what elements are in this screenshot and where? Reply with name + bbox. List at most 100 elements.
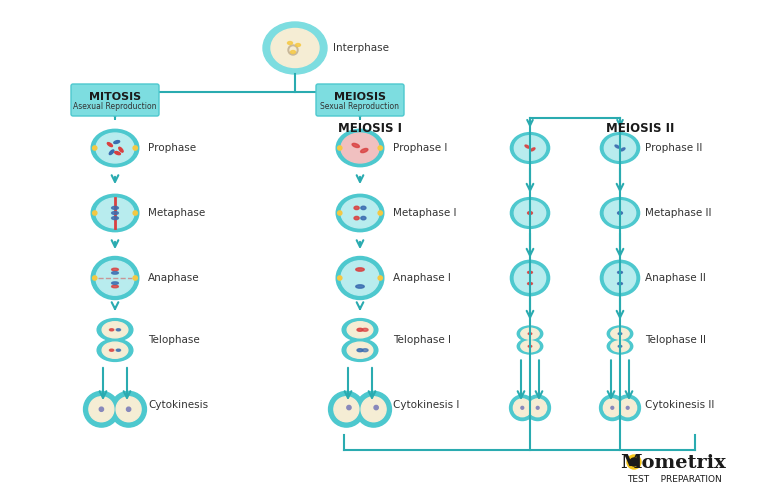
Ellipse shape xyxy=(296,43,300,46)
Circle shape xyxy=(356,391,392,427)
Text: Telophase I: Telophase I xyxy=(393,335,451,345)
Ellipse shape xyxy=(615,145,619,148)
Ellipse shape xyxy=(354,206,359,210)
Circle shape xyxy=(127,407,131,411)
Ellipse shape xyxy=(102,322,127,338)
Ellipse shape xyxy=(511,198,550,229)
Ellipse shape xyxy=(528,282,532,284)
Circle shape xyxy=(529,399,547,417)
Text: Cytokinesis II: Cytokinesis II xyxy=(644,400,714,410)
Ellipse shape xyxy=(119,147,123,152)
Ellipse shape xyxy=(362,349,368,352)
Ellipse shape xyxy=(116,329,121,331)
Ellipse shape xyxy=(361,217,366,220)
Ellipse shape xyxy=(111,207,118,210)
Ellipse shape xyxy=(111,212,118,215)
Text: MEIOSIS: MEIOSIS xyxy=(334,92,386,102)
Ellipse shape xyxy=(518,326,543,341)
Circle shape xyxy=(290,47,296,53)
Ellipse shape xyxy=(617,271,622,273)
Circle shape xyxy=(374,405,379,410)
Ellipse shape xyxy=(111,271,118,274)
Circle shape xyxy=(89,397,114,422)
Text: Interphase: Interphase xyxy=(333,43,389,53)
Ellipse shape xyxy=(97,318,133,341)
Circle shape xyxy=(615,395,641,421)
Circle shape xyxy=(133,276,137,280)
Text: Metaphase I: Metaphase I xyxy=(393,208,456,218)
Ellipse shape xyxy=(347,322,372,338)
Ellipse shape xyxy=(290,50,296,53)
Circle shape xyxy=(536,406,539,409)
Ellipse shape xyxy=(357,328,363,331)
Ellipse shape xyxy=(511,260,550,296)
Ellipse shape xyxy=(341,198,379,228)
Ellipse shape xyxy=(356,268,364,271)
Ellipse shape xyxy=(343,339,378,361)
Circle shape xyxy=(93,276,97,280)
Ellipse shape xyxy=(601,260,640,296)
Ellipse shape xyxy=(110,329,114,331)
Ellipse shape xyxy=(336,194,384,232)
Ellipse shape xyxy=(361,206,366,210)
Ellipse shape xyxy=(97,339,133,361)
Ellipse shape xyxy=(604,201,636,226)
Circle shape xyxy=(329,391,364,427)
Circle shape xyxy=(525,395,551,421)
Ellipse shape xyxy=(336,256,384,299)
Ellipse shape xyxy=(96,198,134,228)
Ellipse shape xyxy=(263,22,327,74)
Ellipse shape xyxy=(96,133,134,163)
Ellipse shape xyxy=(617,282,622,284)
Circle shape xyxy=(513,399,531,417)
Ellipse shape xyxy=(347,342,372,358)
Ellipse shape xyxy=(531,148,535,151)
Text: TEST    PREPARATION: TEST PREPARATION xyxy=(627,475,722,484)
Ellipse shape xyxy=(111,285,118,288)
Ellipse shape xyxy=(601,133,640,163)
Text: MEIOSIS II: MEIOSIS II xyxy=(606,121,674,135)
Ellipse shape xyxy=(357,349,363,352)
Ellipse shape xyxy=(96,261,134,295)
Ellipse shape xyxy=(511,133,550,163)
Text: Prophase: Prophase xyxy=(148,143,196,153)
Ellipse shape xyxy=(601,198,640,229)
Ellipse shape xyxy=(617,212,622,215)
Text: Anaphase: Anaphase xyxy=(148,273,200,283)
Ellipse shape xyxy=(362,328,368,331)
FancyBboxPatch shape xyxy=(71,84,159,116)
Ellipse shape xyxy=(528,271,532,273)
Ellipse shape xyxy=(271,28,319,67)
Ellipse shape xyxy=(515,201,546,226)
Ellipse shape xyxy=(114,141,120,144)
Ellipse shape xyxy=(111,268,118,271)
Ellipse shape xyxy=(521,341,539,352)
Circle shape xyxy=(99,407,104,411)
Text: Prophase II: Prophase II xyxy=(644,143,702,153)
Ellipse shape xyxy=(515,264,546,292)
Text: Anaphase I: Anaphase I xyxy=(393,273,451,283)
Text: Metaphase: Metaphase xyxy=(148,208,205,218)
Ellipse shape xyxy=(110,349,114,351)
Ellipse shape xyxy=(611,328,629,339)
Ellipse shape xyxy=(111,217,118,220)
Circle shape xyxy=(338,146,342,150)
Circle shape xyxy=(619,399,637,417)
Ellipse shape xyxy=(114,152,121,155)
Circle shape xyxy=(630,458,638,466)
Ellipse shape xyxy=(528,333,531,334)
Ellipse shape xyxy=(604,264,636,292)
Circle shape xyxy=(93,146,97,150)
Circle shape xyxy=(378,146,382,150)
Ellipse shape xyxy=(109,150,114,155)
Ellipse shape xyxy=(356,285,364,288)
Ellipse shape xyxy=(108,143,112,147)
Ellipse shape xyxy=(91,194,139,232)
Text: Sexual Reproduction: Sexual Reproduction xyxy=(320,101,399,110)
Circle shape xyxy=(378,276,382,280)
Circle shape xyxy=(84,391,119,427)
Ellipse shape xyxy=(525,145,529,148)
Ellipse shape xyxy=(604,136,636,160)
Ellipse shape xyxy=(528,212,532,215)
Text: Anaphase II: Anaphase II xyxy=(644,273,706,283)
